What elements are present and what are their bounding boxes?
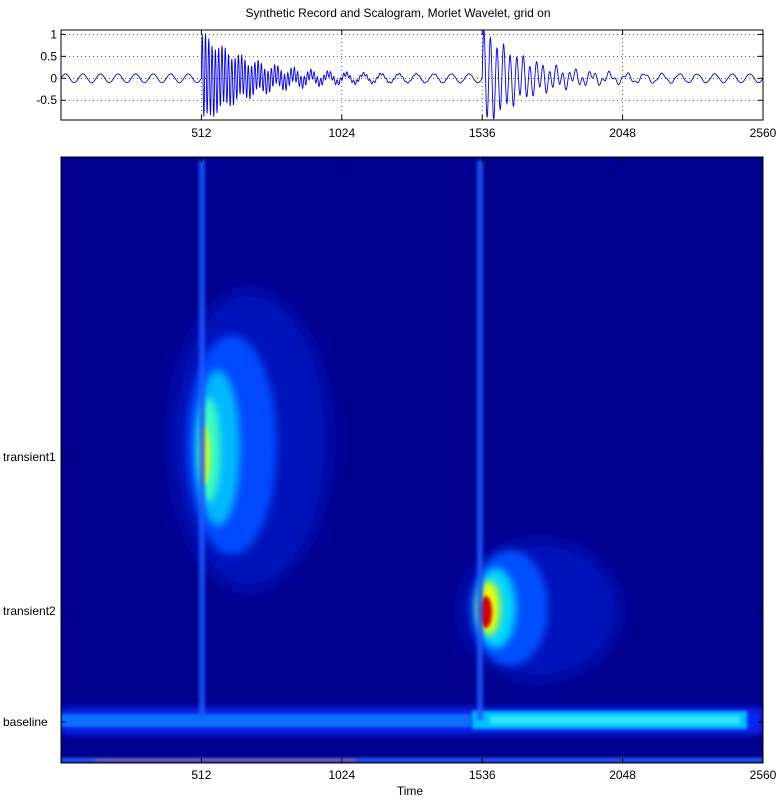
ytick-label-baseline: baseline [3,715,48,729]
signal-plot: 512 1024 1536 2048 2560 1 0.5 0 -0.5 [36,27,776,140]
ytick-label-transient1: transient1 [3,450,56,464]
signal-line [61,30,763,120]
scalogram-axis-ticks: 512 1024 1536 2048 2560 [61,157,777,782]
signal-plot-area [61,30,763,120]
scalogram-xtick-label: 2560 [750,768,777,782]
signal-ytick-label: 1 [50,27,57,41]
scalogram-xtick-label: 512 [191,768,211,782]
signal-xtick-label: 1024 [328,126,355,140]
chart-title: Synthetic Record and Scalogram, Morlet W… [245,6,550,20]
signal-ytick-label: 0.5 [40,49,57,63]
signal-xtick-label: 2048 [609,126,636,140]
signal-axis-ticks: 512 1024 1536 2048 2560 1 0.5 0 -0.5 [36,27,776,140]
bottom-strip-hot [95,759,355,761]
scalogram-plot: 512 1024 1536 2048 2560 transient1 transient… [3,156,777,798]
bottom-strip [61,758,763,762]
scalogram-xtick-label: 2048 [609,768,636,782]
transient2-blob [460,160,620,720]
signal-xtick-label: 1536 [469,126,496,140]
x-axis-label: Time [397,784,424,798]
baseline-band-left [61,714,471,727]
scalogram-xtick-label: 1536 [469,768,496,782]
transient1-blob [170,160,330,715]
baseline-band-core [490,716,740,724]
transient2-ridge [477,160,483,720]
ytick-label-transient2: transient2 [3,604,56,618]
signal-xtick-label: 2560 [750,126,777,140]
transient1-ridge [199,160,205,715]
signal-plot-frame [60,29,764,121]
signal-ytick-label: 0 [50,71,57,85]
scalogram-frame [60,156,764,764]
baseline-band [61,708,763,762]
scalogram-background [61,157,763,763]
signal-xtick-label: 512 [191,126,211,140]
scalogram-xtick-label: 1024 [328,768,355,782]
signal-ytick-label: -0.5 [36,93,57,107]
